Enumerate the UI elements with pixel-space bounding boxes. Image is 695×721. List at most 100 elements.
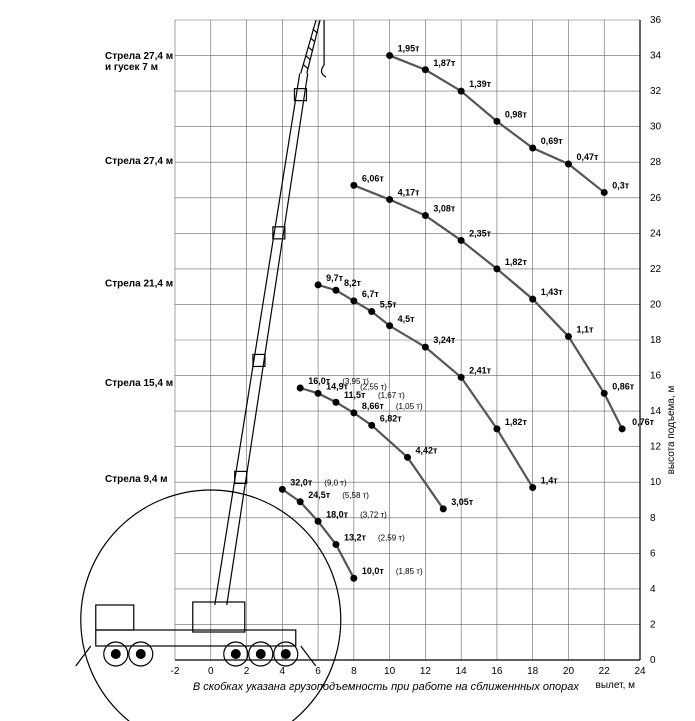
point-label: 10,0т [362, 566, 385, 576]
point-label: 3,08т [433, 204, 456, 214]
point-label: 1,82т [505, 417, 528, 427]
series-label: и гусек 7 м [105, 62, 158, 73]
y-tick: 28 [650, 157, 662, 168]
x-tick: 18 [527, 666, 539, 677]
x-axis-title: вылет, м [596, 680, 636, 691]
point-label: 4,5т [398, 314, 416, 324]
point-label: 24,5т [308, 490, 331, 500]
point-label: 11,5т [344, 390, 366, 400]
x-tick: 0 [208, 666, 214, 677]
data-point [493, 425, 500, 432]
x-tick: 2 [244, 666, 250, 677]
x-tick: 10 [384, 666, 396, 677]
data-point [422, 212, 429, 219]
data-point [297, 498, 304, 505]
point-label: 5,5т [380, 300, 398, 310]
point-label: 6,7т [362, 289, 380, 299]
point-label: 8,2т [344, 278, 362, 288]
y-tick: 22 [650, 264, 662, 275]
data-point [529, 145, 536, 152]
y-tick: 26 [650, 193, 662, 204]
x-tick: 16 [491, 666, 503, 677]
data-point [422, 66, 429, 73]
y-axis-title: высота подъема, м [666, 385, 677, 474]
point-label: 1,95т [398, 44, 421, 54]
point-label: 0,86т [612, 381, 635, 391]
y-tick: 30 [650, 122, 662, 133]
point-label: 8,66т [362, 401, 385, 411]
data-point [440, 505, 447, 512]
point-label-paren: (1,67 т) [378, 391, 405, 400]
x-tick: 24 [634, 666, 646, 677]
data-point [422, 344, 429, 351]
y-tick: 14 [650, 406, 662, 417]
y-tick: 8 [650, 513, 656, 524]
x-tick: 4 [280, 666, 286, 677]
data-point [619, 425, 626, 432]
point-label-paren: (2,59 т) [378, 533, 405, 542]
series-label: Стрела 9,4 м [105, 474, 168, 485]
point-label-paren: (1,85 т) [396, 567, 423, 576]
point-label: 6,82т [380, 413, 403, 423]
crane-load-chart: -202468101214161820222402468101214161820… [0, 0, 695, 721]
data-point [350, 297, 357, 304]
data-point [565, 161, 572, 168]
point-label: 2,41т [469, 365, 492, 375]
data-point [386, 196, 393, 203]
data-point [315, 281, 322, 288]
y-tick: 0 [650, 655, 656, 666]
y-tick: 4 [650, 584, 656, 595]
point-label: 0,69т [541, 136, 564, 146]
point-label: 32,0т [290, 477, 313, 487]
point-label: 2,35т [469, 228, 492, 238]
series-label: Стрела 15,4 м [105, 378, 173, 389]
series-label: Стрела 27,4 м [105, 156, 173, 167]
data-point [350, 409, 357, 416]
point-label-paren: (3,72 т) [360, 510, 387, 519]
point-label-paren: (5,58 т) [342, 491, 369, 500]
y-tick: 16 [650, 371, 662, 382]
series-label: Стрела 27,4 м [105, 51, 173, 62]
data-point [458, 88, 465, 95]
point-label: 0,98т [505, 109, 528, 119]
x-tick: 12 [420, 666, 432, 677]
point-label: 6,06т [362, 173, 385, 183]
y-tick: 20 [650, 299, 662, 310]
data-point [565, 333, 572, 340]
y-tick: 34 [650, 51, 662, 62]
x-tick: 8 [351, 666, 357, 677]
data-point [529, 296, 536, 303]
series-label: Стрела 21,4 м [105, 279, 173, 290]
x-tick: -2 [171, 666, 180, 677]
data-point [601, 390, 608, 397]
x-tick: 14 [456, 666, 468, 677]
point-label: 1,39т [469, 79, 492, 89]
data-point [332, 541, 339, 548]
data-point [493, 118, 500, 125]
point-label: 1,43т [541, 287, 564, 297]
point-label: 1,87т [433, 58, 456, 68]
y-tick: 24 [650, 228, 662, 239]
data-point [529, 484, 536, 491]
point-label: 1,82т [505, 257, 528, 267]
point-label: 1,1т [576, 324, 594, 334]
y-tick: 12 [650, 442, 662, 453]
data-point [279, 486, 286, 493]
point-label: 0,3т [612, 180, 630, 190]
y-tick: 10 [650, 477, 662, 488]
point-label: 13,2т [344, 532, 367, 542]
y-tick: 6 [650, 548, 656, 559]
data-point [315, 518, 322, 525]
data-point [297, 385, 304, 392]
y-tick: 36 [650, 15, 662, 26]
data-point [493, 265, 500, 272]
data-point [458, 374, 465, 381]
point-label: 18,0т [326, 509, 349, 519]
x-tick: 6 [315, 666, 321, 677]
y-tick: 18 [650, 335, 662, 346]
data-point [332, 287, 339, 294]
data-point [350, 575, 357, 582]
point-label: 0,76т [632, 417, 655, 427]
y-tick: 32 [650, 86, 662, 97]
data-point [404, 454, 411, 461]
